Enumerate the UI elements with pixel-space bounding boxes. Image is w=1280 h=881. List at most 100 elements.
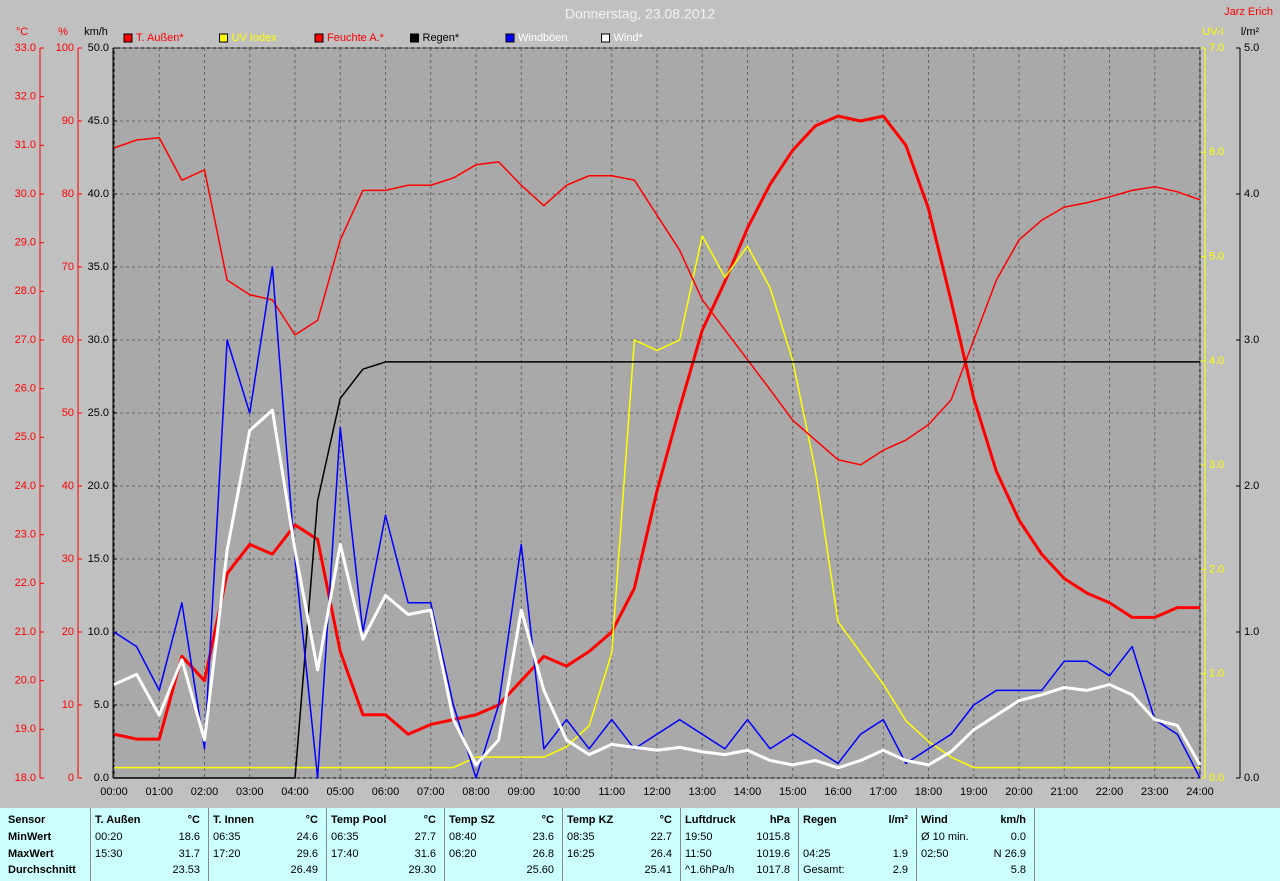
column-separator bbox=[916, 808, 917, 881]
table-cell: 00:20 bbox=[95, 831, 123, 843]
group-unit: hPa bbox=[769, 814, 790, 826]
table-cell: 17:20 bbox=[213, 848, 241, 860]
y-tick-label: 30.0 bbox=[88, 334, 109, 346]
x-tick-label: 05:00 bbox=[326, 786, 354, 798]
table-cell: 04:25 bbox=[803, 848, 831, 860]
x-tick-label: 13:00 bbox=[688, 786, 716, 798]
group-unit: l/m² bbox=[888, 814, 908, 826]
group-name: T. Außen bbox=[95, 814, 141, 826]
y-tick-label: 30.0 bbox=[15, 188, 36, 200]
y-tick-label: 21.0 bbox=[15, 626, 36, 638]
y-tick-label: 27.0 bbox=[15, 334, 36, 346]
series-line bbox=[114, 234, 1200, 769]
group-name: Wind bbox=[921, 814, 948, 826]
x-tick-label: 01:00 bbox=[145, 786, 173, 798]
group-name: Temp KZ bbox=[567, 814, 614, 826]
y-tick-label: 0.0 bbox=[1244, 772, 1259, 784]
y-tick-label: 2.0 bbox=[1244, 480, 1259, 492]
x-tick-label: 14:00 bbox=[734, 786, 762, 798]
series-line bbox=[113, 266, 1201, 779]
x-tick-label: 19:00 bbox=[960, 786, 988, 798]
legend-swatch bbox=[123, 33, 133, 43]
table-cell: 02:50 bbox=[921, 848, 949, 860]
y-tick-label: 26.0 bbox=[15, 383, 36, 395]
series-line bbox=[113, 408, 1202, 770]
table-cell: 1.9 bbox=[892, 848, 908, 860]
table-cell: 19:50 bbox=[685, 831, 713, 843]
x-tick-label: 24:00 bbox=[1186, 786, 1214, 798]
x-tick-label: 17:00 bbox=[869, 786, 897, 798]
group-unit: km/h bbox=[1000, 814, 1026, 826]
y-tick-label: 3.0 bbox=[1244, 334, 1259, 346]
x-tick-label: 00:00 bbox=[100, 786, 128, 798]
y-tick-label: 33.0 bbox=[15, 42, 36, 54]
x-tick-label: 08:00 bbox=[462, 786, 490, 798]
legend-label: Feuchte A.* bbox=[327, 32, 385, 44]
table-cell: 26.49 bbox=[290, 864, 318, 876]
legend-swatch bbox=[505, 33, 515, 43]
series-line bbox=[113, 114, 1200, 741]
y-tick-label: 22.0 bbox=[15, 577, 36, 589]
axis-unit: °C bbox=[16, 26, 28, 38]
legend-swatch bbox=[219, 33, 228, 43]
table-cell: 22.7 bbox=[650, 831, 672, 843]
y-tick-label: 15.0 bbox=[88, 553, 109, 565]
table-cell: 06:20 bbox=[449, 848, 477, 860]
group-name: Temp SZ bbox=[449, 814, 495, 826]
y-tick-label: 1.0 bbox=[1244, 626, 1259, 638]
group-unit: °C bbox=[305, 814, 318, 826]
x-tick-label: 15:00 bbox=[779, 786, 807, 798]
table-cell: 15:30 bbox=[95, 848, 123, 860]
y-tick-label: 0 bbox=[68, 772, 74, 784]
group-unit: °C bbox=[541, 814, 554, 826]
y-tick-label: 6.0 bbox=[1209, 146, 1224, 158]
table-cell: 25.60 bbox=[526, 864, 554, 876]
table-cell: 27.7 bbox=[414, 831, 436, 843]
table-cell: 11:50 bbox=[685, 848, 712, 860]
column-separator bbox=[680, 808, 681, 881]
table-cell: 31.7 bbox=[178, 848, 200, 860]
legend-swatch bbox=[314, 33, 324, 43]
row-label: Sensor bbox=[8, 814, 46, 826]
y-tick-label: 25.0 bbox=[15, 431, 36, 443]
table-cell: 06:35 bbox=[331, 831, 359, 843]
y-tick-label: 29.0 bbox=[15, 237, 36, 249]
x-tick-label: 04:00 bbox=[281, 786, 309, 798]
table-cell: Ø 10 min. bbox=[921, 831, 969, 843]
table-cell: 18.6 bbox=[178, 831, 200, 843]
table-cell: 1017.8 bbox=[756, 864, 790, 876]
y-tick-label: 40 bbox=[62, 480, 74, 492]
table-cell: 29.30 bbox=[408, 864, 436, 876]
stats-table: Sensor MinWert MaxWert Durchschnitt T. Außen… bbox=[0, 808, 1280, 881]
legend-label: Windböen bbox=[518, 32, 568, 44]
y-tick-label: 23.0 bbox=[15, 529, 36, 541]
row-label: MinWert bbox=[8, 831, 52, 843]
y-tick-label: 32.0 bbox=[15, 91, 36, 103]
y-tick-label: 3.0 bbox=[1209, 459, 1224, 471]
x-tick-label: 09:00 bbox=[507, 786, 535, 798]
y-tick-label: 20.0 bbox=[88, 480, 109, 492]
legend-label: Regen* bbox=[423, 32, 460, 44]
y-tick-label: 19.0 bbox=[15, 723, 36, 735]
group-unit: °C bbox=[423, 814, 436, 826]
x-tick-label: 06:00 bbox=[372, 786, 400, 798]
y-tick-label: 1.0 bbox=[1209, 668, 1224, 680]
column-separator bbox=[90, 808, 91, 881]
table-cell: 29.6 bbox=[296, 848, 318, 860]
column-separator bbox=[798, 808, 799, 881]
y-tick-label: 25.0 bbox=[88, 407, 109, 419]
group-name: Regen bbox=[803, 814, 837, 826]
y-tick-label: 0.0 bbox=[94, 772, 109, 784]
group-unit: °C bbox=[659, 814, 672, 826]
column-separator bbox=[326, 808, 327, 881]
table-cell: 2.9 bbox=[892, 864, 908, 876]
series-line bbox=[113, 137, 1201, 466]
table-cell: ^1.6hPa/h bbox=[685, 864, 735, 876]
legend-label: T. Außen* bbox=[136, 32, 184, 44]
axis-unit: km/h bbox=[84, 26, 108, 38]
column-separator bbox=[208, 808, 209, 881]
legend-swatch bbox=[410, 33, 419, 43]
group-name: T. Innen bbox=[213, 814, 254, 826]
column-separator bbox=[562, 808, 563, 881]
